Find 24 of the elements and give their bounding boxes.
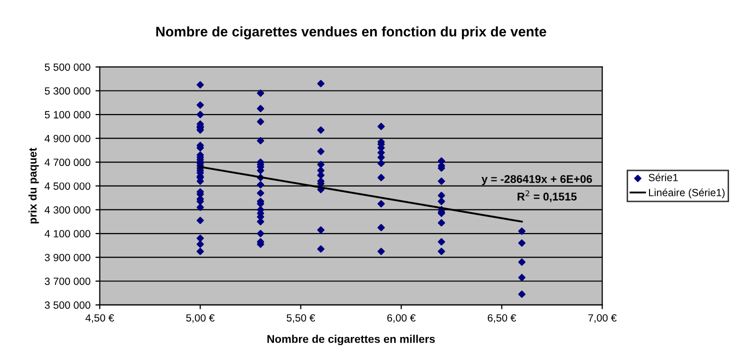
y-tick-label: 5 100 000 xyxy=(44,111,90,118)
x-tick-label: 6,50 € xyxy=(488,314,516,323)
x-axis-title: Nombre de cigarettes en millers xyxy=(267,334,435,346)
legend-label: Série1 xyxy=(648,173,678,182)
y-tick-label: 4 700 000 xyxy=(44,158,90,166)
y-axis-title: prix du paquet xyxy=(28,148,39,224)
x-tick-label: 6,00 € xyxy=(387,314,416,323)
y-tick-label: 4 100 000 xyxy=(44,230,90,238)
y-tick-label: 3 700 000 xyxy=(44,278,90,285)
annotation: R$^{2}$ = 0,1515 xyxy=(518,190,577,202)
x-tick-label: 4,50 € xyxy=(86,314,114,323)
y-tick-label: 4 900 000 xyxy=(44,134,90,142)
chart-title: Nombre de cigarettes vendues en fonction du prix de vente xyxy=(156,26,546,40)
y-tick-label: 5 500 000 xyxy=(44,63,90,71)
y-tick-label: 4 500 000 xyxy=(44,182,90,190)
x-tick-label: 5,00 € xyxy=(186,314,215,323)
y-tick-label: 3 900 000 xyxy=(44,254,90,262)
y-tick-label: 3 500 000 xyxy=(44,301,90,309)
y-tick-label: 4 300 000 xyxy=(44,206,90,214)
annotation: y = -286419x + 6E+06 xyxy=(482,175,592,186)
x-tick-label: 5,50 € xyxy=(286,314,316,323)
y-tick-label: 5 300 000 xyxy=(44,87,90,95)
legend-label: Linéaire (Série1) xyxy=(649,188,725,198)
x-tick-label: 7,00 € xyxy=(588,314,617,323)
